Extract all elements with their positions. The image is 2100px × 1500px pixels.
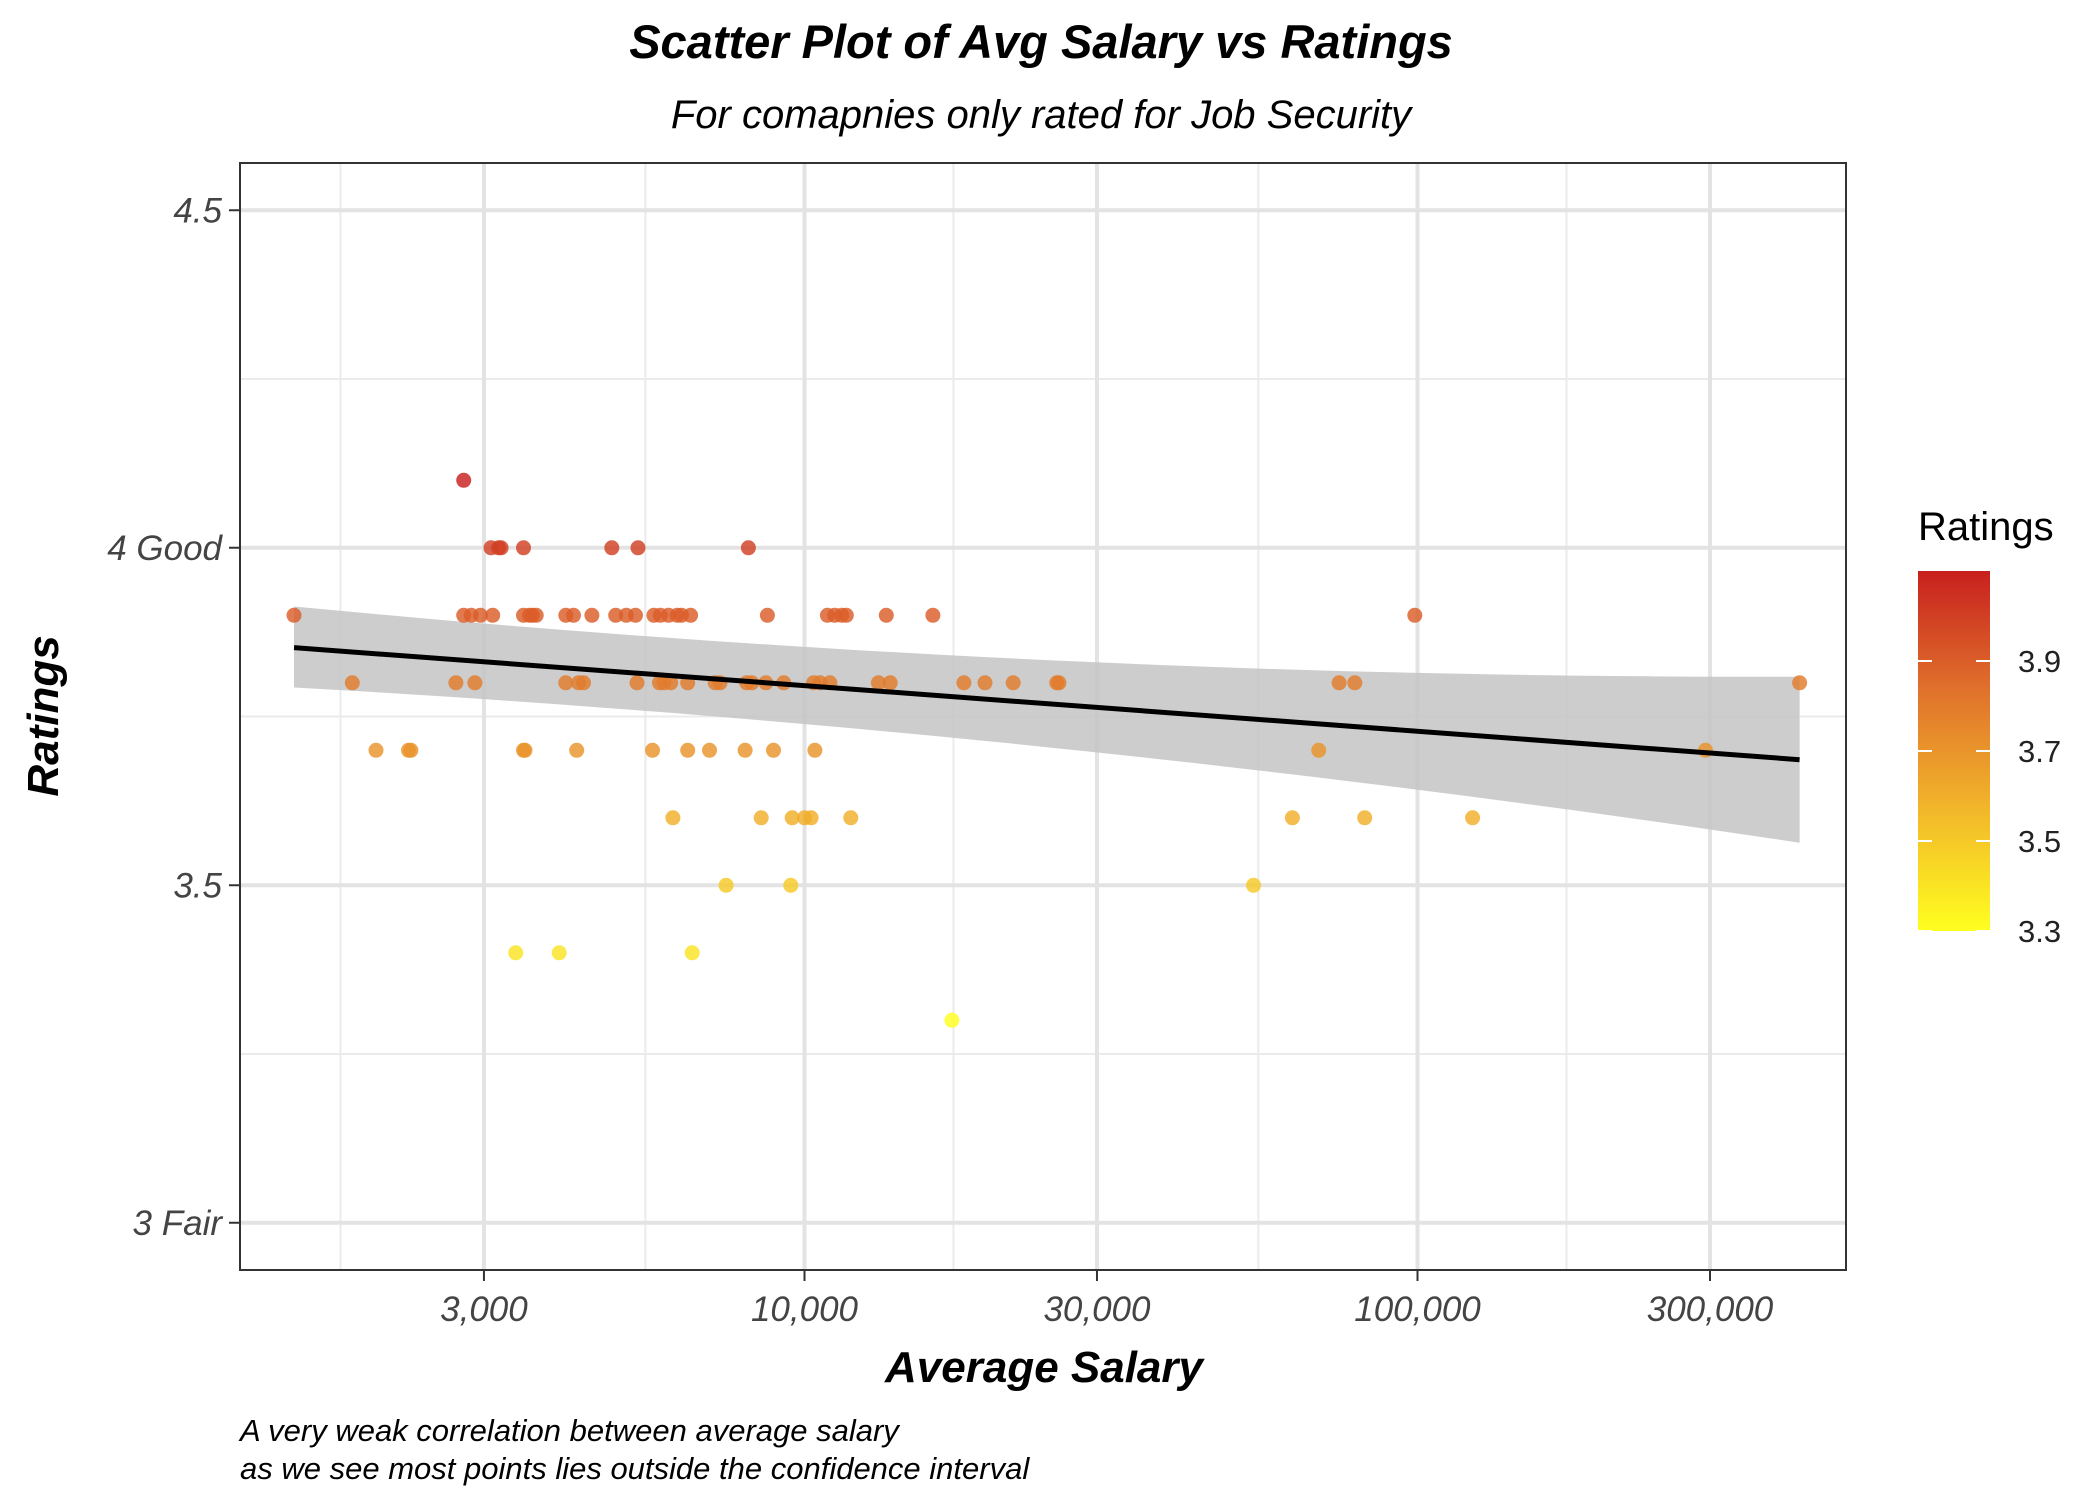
data-point (1407, 607, 1423, 623)
data-point (645, 742, 660, 758)
data-point (665, 810, 681, 826)
x-tick-label: 3,000 (440, 1290, 528, 1329)
data-point (783, 877, 799, 893)
data-point (838, 607, 854, 623)
data-point (558, 675, 574, 691)
data-point (467, 675, 483, 691)
data-point (576, 675, 591, 691)
data-point (925, 607, 941, 623)
y-axis-title: Ratings (19, 635, 68, 796)
data-point (944, 1012, 960, 1028)
x-tick-label: 30,000 (1043, 1290, 1151, 1329)
data-point (740, 540, 756, 556)
y-axis: 3 Fair 3.5 4 Good 4.5 (107, 191, 240, 1243)
confidence-band (294, 606, 1800, 843)
caption-line-2: as we see most points lies outside the c… (240, 1451, 1030, 1486)
data-point (630, 540, 646, 556)
data-point (683, 607, 699, 623)
y-tick-label: 4 Good (107, 529, 223, 568)
data-point (759, 607, 775, 623)
data-point (551, 945, 567, 961)
chart-subtitle: For comapnies only rated for Job Securit… (671, 93, 1414, 137)
data-point (680, 742, 696, 758)
regression-line (293, 645, 1800, 763)
y-tick-label: 3 Fair (133, 1204, 224, 1243)
data-point (456, 472, 472, 488)
data-point (604, 540, 620, 556)
data-point (528, 607, 544, 623)
data-point (753, 810, 769, 826)
data-point (1311, 742, 1327, 758)
x-tick-label: 100,000 (1354, 1290, 1481, 1329)
data-point (508, 945, 524, 961)
data-point (1331, 675, 1347, 691)
data-point (1357, 810, 1373, 826)
data-point (843, 810, 859, 826)
data-point (684, 945, 700, 961)
data-point (286, 607, 302, 623)
data-point (403, 742, 419, 758)
x-tick-label: 300,000 (1647, 1290, 1774, 1329)
data-point (956, 675, 972, 691)
data-point (977, 675, 993, 691)
legend-tick-label: 3.5 (2018, 824, 2061, 859)
x-axis: 3,000 10,000 30,000 100,000 300,000 (440, 1270, 1774, 1329)
data-point (803, 810, 819, 826)
legend-tick-label: 3.9 (2018, 644, 2061, 679)
legend-tick-label: 3.3 (2018, 914, 2061, 949)
data-point (1465, 810, 1481, 826)
data-point (517, 742, 533, 758)
data-point (737, 742, 753, 758)
x-tick-label: 10,000 (751, 1290, 859, 1329)
color-legend: Ratings 3.3 3.5 3.7 3.9 (1918, 505, 2061, 949)
data-point (882, 675, 898, 691)
trend-line (293, 645, 1800, 763)
data-point (628, 607, 643, 623)
data-point (629, 675, 645, 691)
data-point (1347, 675, 1363, 691)
data-point (493, 540, 509, 556)
data-point (1005, 675, 1021, 691)
data-point (870, 675, 886, 691)
chart-title: Scatter Plot of Avg Salary vs Ratings (629, 15, 1453, 68)
y-tick-label: 3.5 (173, 866, 222, 905)
caption-line-1: A very weak correlation between average … (238, 1413, 901, 1448)
plot-border (239, 162, 1847, 1271)
data-point (608, 607, 624, 623)
x-axis-title: Average Salary (884, 1343, 1206, 1392)
legend-ticks: 3.3 3.5 3.7 3.9 (1918, 644, 2061, 949)
data-point (1051, 675, 1067, 691)
confidence-interval-band (294, 606, 1800, 843)
data-point (344, 675, 360, 691)
data-point (718, 877, 734, 893)
data-point (448, 675, 464, 691)
data-point (1246, 877, 1261, 893)
data-points (286, 472, 1808, 1028)
data-point (566, 607, 581, 623)
data-point (807, 742, 823, 758)
legend-tick-label: 3.7 (2018, 734, 2061, 769)
data-point (584, 607, 600, 623)
data-point (472, 607, 488, 623)
data-point (784, 810, 800, 826)
data-point (1792, 675, 1808, 691)
y-tick-label: 4.5 (173, 191, 222, 230)
data-point (1284, 810, 1300, 826)
data-point (766, 742, 781, 758)
data-point (878, 607, 894, 623)
data-point (485, 607, 501, 623)
data-point (702, 742, 717, 758)
legend-title: Ratings (1918, 505, 2054, 549)
data-point (516, 540, 531, 556)
data-point (663, 675, 679, 691)
data-point (569, 742, 585, 758)
data-point (368, 742, 384, 758)
